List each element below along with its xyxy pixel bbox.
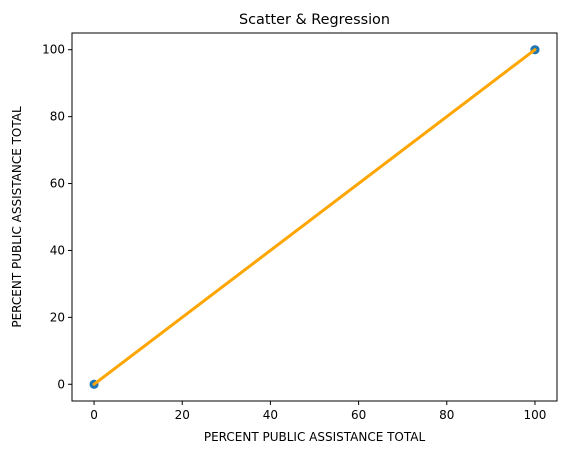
y-axis: 0 20 40 60 80 100 — [42, 43, 72, 391]
y-tick-label: 20 — [50, 310, 65, 324]
x-tick-label: 80 — [439, 408, 454, 422]
y-tick-label: 100 — [42, 43, 65, 57]
x-tick-label: 20 — [175, 408, 190, 422]
x-tick-label: 0 — [90, 408, 98, 422]
y-tick-label: 40 — [50, 243, 65, 257]
x-tick-label: 60 — [351, 408, 366, 422]
y-axis-title: PERCENT PUBLIC ASSISTANCE TOTAL — [10, 106, 24, 328]
y-tick-label: 60 — [50, 177, 65, 191]
axes-frame — [71, 32, 558, 402]
y-tick-label: 0 — [57, 377, 65, 391]
chart-title: Scatter & Regression — [239, 12, 390, 28]
x-axis: 0 20 40 60 80 100 — [90, 401, 546, 422]
x-axis-title: PERCENT PUBLIC ASSISTANCE TOTAL — [204, 430, 426, 444]
x-tick-label: 40 — [263, 408, 278, 422]
regression-line — [92, 48, 537, 386]
y-tick-label: 80 — [50, 110, 65, 124]
plot-area — [89, 45, 540, 389]
x-tick-label: 100 — [524, 408, 547, 422]
